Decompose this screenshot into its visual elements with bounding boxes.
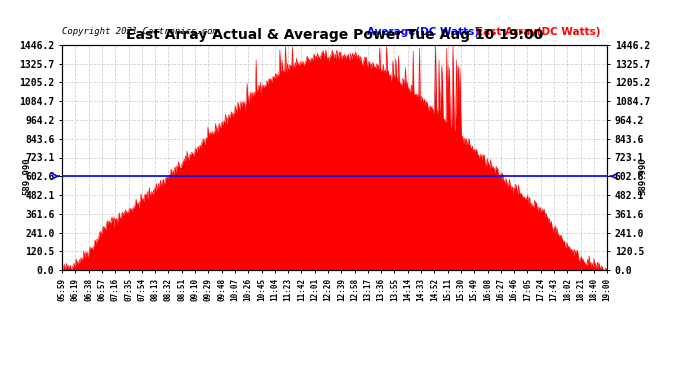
Text: Average(DC Watts): Average(DC Watts): [367, 27, 480, 37]
Text: 589.990: 589.990: [638, 158, 647, 195]
Text: Copyright 2021 Cartronics.com: Copyright 2021 Cartronics.com: [62, 27, 218, 36]
Title: East Array Actual & Average Power Tue Aug 10 19:00: East Array Actual & Average Power Tue Au…: [126, 28, 543, 42]
Text: East Array(DC Watts): East Array(DC Watts): [476, 27, 601, 37]
Text: 589.990: 589.990: [22, 158, 31, 195]
